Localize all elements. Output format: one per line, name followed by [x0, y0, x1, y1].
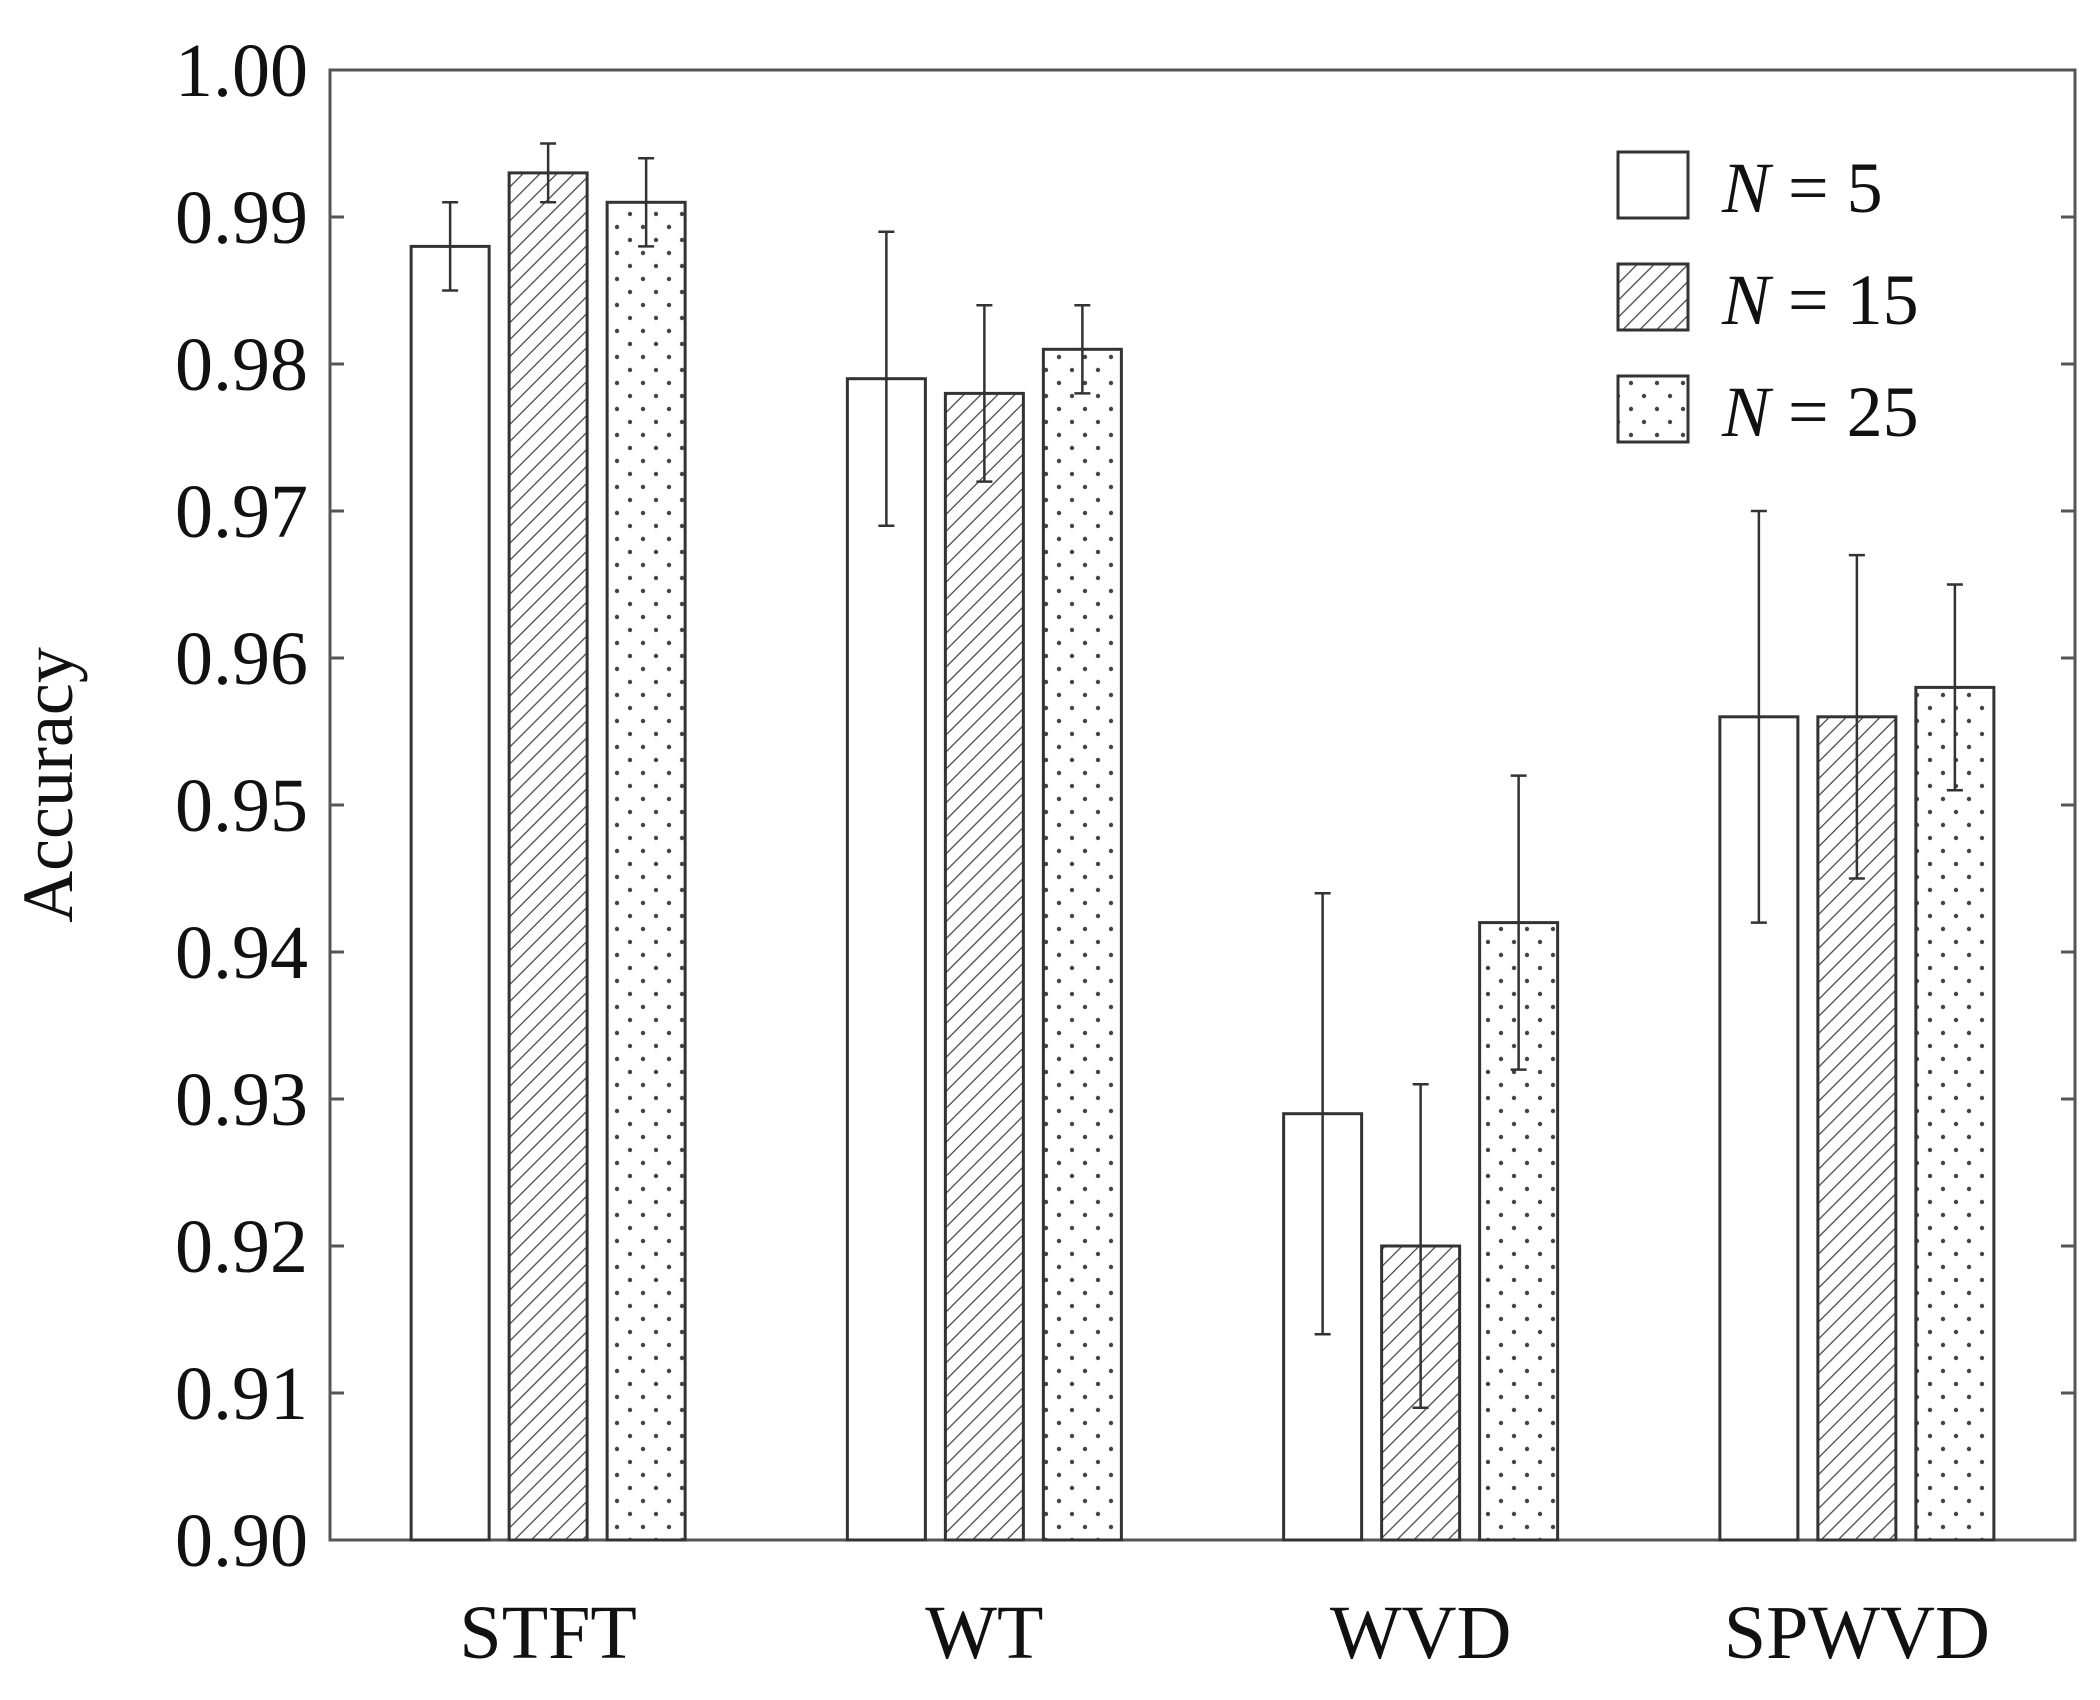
error-bar: [1412, 1083, 1429, 1409]
legend-value: = 5: [1770, 148, 1883, 228]
error-bar: [540, 142, 557, 204]
bar-spwvd-series-3: [1914, 685, 1996, 1542]
y-tick-label: 0.99: [175, 176, 308, 260]
y-tick-label: 0.96: [175, 617, 308, 701]
legend-swatch: [1616, 150, 1690, 220]
y-tick-label: 0.97: [175, 470, 308, 554]
y-tick-label: 0.95: [175, 764, 308, 848]
x-tick-label-spwvd: SPWVD: [1724, 1591, 1990, 1675]
legend-value: = 25: [1770, 372, 1919, 452]
error-bar: [976, 303, 993, 483]
y-axis-label: Accuracy: [8, 647, 88, 923]
error-bar: [878, 230, 895, 527]
bar-wt-series-3: [1041, 347, 1123, 1542]
legend-var: N: [1721, 260, 1774, 340]
x-tick-label-wvd: WVD: [1330, 1591, 1512, 1675]
error-bar: [1750, 509, 1767, 924]
bar-stft-series-1: [409, 244, 491, 1542]
x-axis: STFT WT WVD SPWVD: [459, 1591, 1989, 1675]
legend-var: N: [1721, 372, 1774, 452]
y-tick-label: 0.91: [175, 1352, 308, 1436]
bar-wt-series-1: [845, 377, 927, 1542]
bar-stft-series-2: [507, 171, 589, 1542]
legend-swatch: [1616, 374, 1690, 444]
error-bar: [1946, 583, 1963, 792]
bar-wt-series-2: [943, 391, 1025, 1542]
error-bar: [1848, 553, 1865, 880]
y-tick-label: 0.98: [175, 323, 308, 407]
error-bar: [1314, 891, 1331, 1336]
legend-label: N = 15: [1721, 260, 1919, 340]
legend-item-3: N = 25: [1616, 372, 1919, 452]
y-tick-label: 0.94: [175, 911, 308, 995]
legend-label: N = 25: [1721, 372, 1919, 452]
error-bar: [442, 201, 459, 292]
y-tick-label: 1.00: [175, 29, 308, 113]
y-tick-label: 0.90: [175, 1499, 308, 1583]
y-tick-label: 0.92: [175, 1205, 308, 1289]
y-axis: 0.90 0.91 0.92 0.93 0.94 0.95 0.96 0.97 0.98 0.99…: [175, 29, 2075, 1583]
x-tick-label-stft: STFT: [459, 1591, 636, 1675]
legend-item-2: N = 15: [1616, 260, 1919, 340]
error-bar: [638, 156, 655, 248]
bar-stft-series-3: [605, 200, 687, 1542]
legend-var: N: [1721, 148, 1774, 228]
legend: N = 5N = 15N = 25: [1616, 148, 1919, 452]
error-bar: [1074, 303, 1091, 395]
legend-label: N = 5: [1721, 148, 1883, 228]
legend-swatch: [1616, 262, 1690, 332]
x-tick-label-wt: WT: [925, 1591, 1043, 1675]
legend-item-1: N = 5: [1616, 148, 1883, 228]
y-tick-label: 0.93: [175, 1058, 308, 1142]
error-bars-group: [442, 142, 1963, 1409]
error-bar: [1510, 774, 1527, 1071]
legend-value: = 15: [1770, 260, 1919, 340]
